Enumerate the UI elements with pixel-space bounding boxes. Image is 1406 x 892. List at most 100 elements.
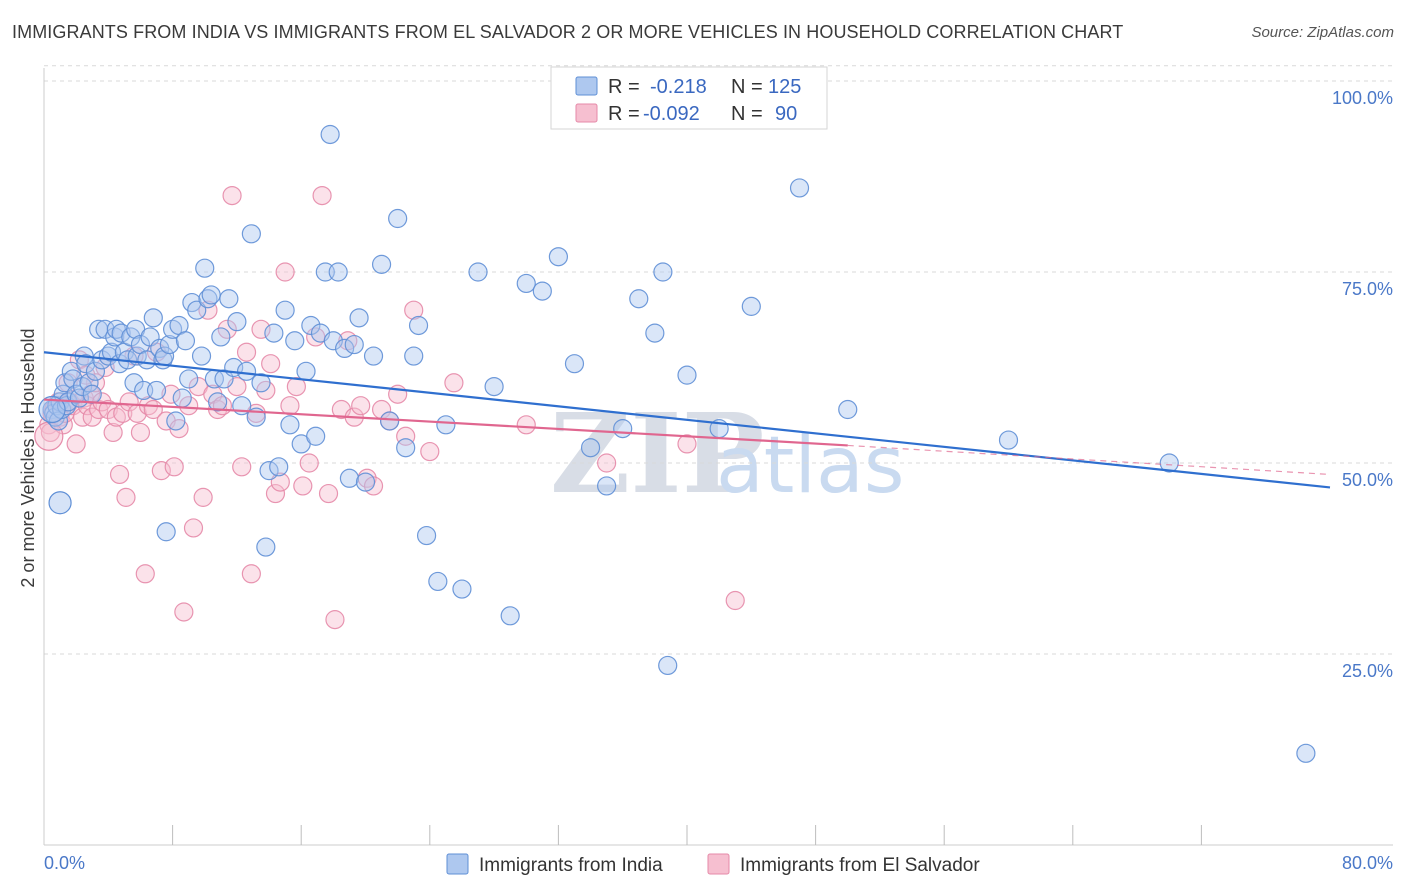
el-salvador-point bbox=[293, 476, 313, 496]
india-point bbox=[227, 312, 247, 332]
el-salvador-point bbox=[275, 262, 295, 282]
el-salvador-point bbox=[286, 377, 306, 397]
india-r-value: -0.218 bbox=[650, 76, 707, 98]
el-salvador-point bbox=[130, 422, 151, 443]
el-salvador-point bbox=[151, 461, 171, 481]
india-point bbox=[208, 392, 228, 412]
el-salvador-point bbox=[72, 407, 93, 427]
india-point-cluster bbox=[48, 491, 72, 515]
india-point bbox=[146, 380, 167, 401]
india-point bbox=[159, 334, 179, 355]
india-point bbox=[187, 300, 207, 320]
india-point bbox=[156, 522, 176, 542]
india-point bbox=[236, 361, 257, 381]
india-point bbox=[280, 415, 300, 435]
el-salvador-point bbox=[261, 354, 281, 374]
elsal-r-value: -0.092 bbox=[643, 103, 700, 125]
y-tick-25: 25.0% bbox=[1342, 661, 1393, 681]
india-point bbox=[201, 285, 221, 305]
india-point bbox=[452, 579, 472, 599]
el-salvador-point bbox=[270, 472, 290, 492]
india-point bbox=[211, 327, 231, 347]
el-salvador-point bbox=[119, 392, 139, 412]
india-point bbox=[396, 438, 416, 458]
india-point bbox=[301, 315, 321, 336]
el-salvador-point bbox=[325, 610, 345, 630]
india-point bbox=[645, 323, 665, 343]
elsal-n-label: N = bbox=[731, 103, 763, 125]
india-r-label: R = bbox=[608, 76, 640, 98]
india-point bbox=[275, 300, 295, 320]
el-salvador-point bbox=[174, 602, 194, 622]
india-point bbox=[428, 571, 448, 592]
india-point bbox=[195, 258, 215, 278]
india-point bbox=[259, 461, 279, 481]
el-salvador-point bbox=[135, 564, 155, 584]
india-point bbox=[371, 254, 392, 274]
india-point bbox=[323, 331, 343, 351]
india-point bbox=[355, 472, 376, 492]
el-salvador-point bbox=[179, 396, 199, 416]
india-point bbox=[344, 334, 364, 355]
india-point bbox=[269, 457, 289, 477]
india-point bbox=[82, 384, 102, 404]
india-point bbox=[306, 426, 326, 446]
india-point bbox=[416, 525, 437, 546]
india-point bbox=[143, 308, 163, 328]
india-point bbox=[484, 377, 504, 397]
india-point bbox=[219, 289, 239, 309]
india-point bbox=[296, 361, 316, 381]
india-point bbox=[251, 373, 271, 393]
el-salvador-point bbox=[198, 300, 218, 320]
india-point bbox=[388, 208, 408, 229]
india-n-value: 125 bbox=[768, 76, 801, 98]
india-point bbox=[328, 262, 348, 282]
india-legend-swatch bbox=[575, 76, 598, 96]
india-point bbox=[111, 323, 131, 343]
elsal-trend-extension bbox=[847, 444, 1331, 476]
x-tick-0: 0.0% bbox=[44, 853, 85, 873]
india-point bbox=[335, 338, 355, 358]
y-tick-50: 50.0% bbox=[1342, 470, 1393, 490]
india-trend-line bbox=[43, 351, 1331, 489]
india-points bbox=[38, 124, 1316, 763]
el-salvador-point bbox=[66, 434, 86, 454]
el-salvador-point bbox=[109, 464, 130, 485]
el-salvador-point bbox=[396, 426, 416, 446]
el-salvador-point bbox=[82, 407, 102, 427]
y-tick-75: 75.0% bbox=[1342, 279, 1393, 299]
india-point bbox=[1296, 743, 1316, 763]
el-salvador-point bbox=[677, 434, 697, 454]
india-series-label: Immigrants from India bbox=[479, 855, 663, 876]
india-point bbox=[838, 399, 858, 420]
india-point bbox=[580, 438, 601, 458]
el-salvador-point bbox=[312, 186, 332, 206]
india-point bbox=[241, 224, 261, 244]
india-point bbox=[363, 346, 384, 366]
el-salvador-point bbox=[725, 590, 745, 611]
el-salvador-point bbox=[420, 441, 440, 462]
india-point bbox=[677, 365, 697, 385]
india-point bbox=[339, 468, 360, 488]
el-salvador-point bbox=[103, 422, 123, 443]
india-point bbox=[404, 346, 424, 366]
elsal-series-label: Immigrants from El Salvador bbox=[740, 855, 980, 876]
india-point bbox=[564, 354, 585, 374]
el-salvador-point bbox=[444, 373, 464, 393]
elsal-n-value: 90 bbox=[775, 103, 797, 125]
el-salvador-point bbox=[183, 518, 204, 538]
elsal-trend-line bbox=[43, 398, 848, 447]
watermark-atlas: atlas bbox=[716, 421, 905, 511]
y-axis-label: 2 or more Vehicles in Household bbox=[18, 328, 38, 587]
series-legend: Immigrants from India Immigrants from El… bbox=[446, 853, 980, 876]
el-salvador-point bbox=[318, 483, 339, 504]
india-point bbox=[998, 430, 1019, 450]
elsal-r-label: R = bbox=[608, 103, 640, 125]
el-salvador-point bbox=[299, 453, 319, 473]
india-point bbox=[380, 411, 400, 431]
y-tick-100: 100.0% bbox=[1332, 88, 1393, 108]
india-point bbox=[658, 655, 678, 676]
india-point bbox=[532, 281, 552, 301]
india-point bbox=[79, 373, 99, 393]
